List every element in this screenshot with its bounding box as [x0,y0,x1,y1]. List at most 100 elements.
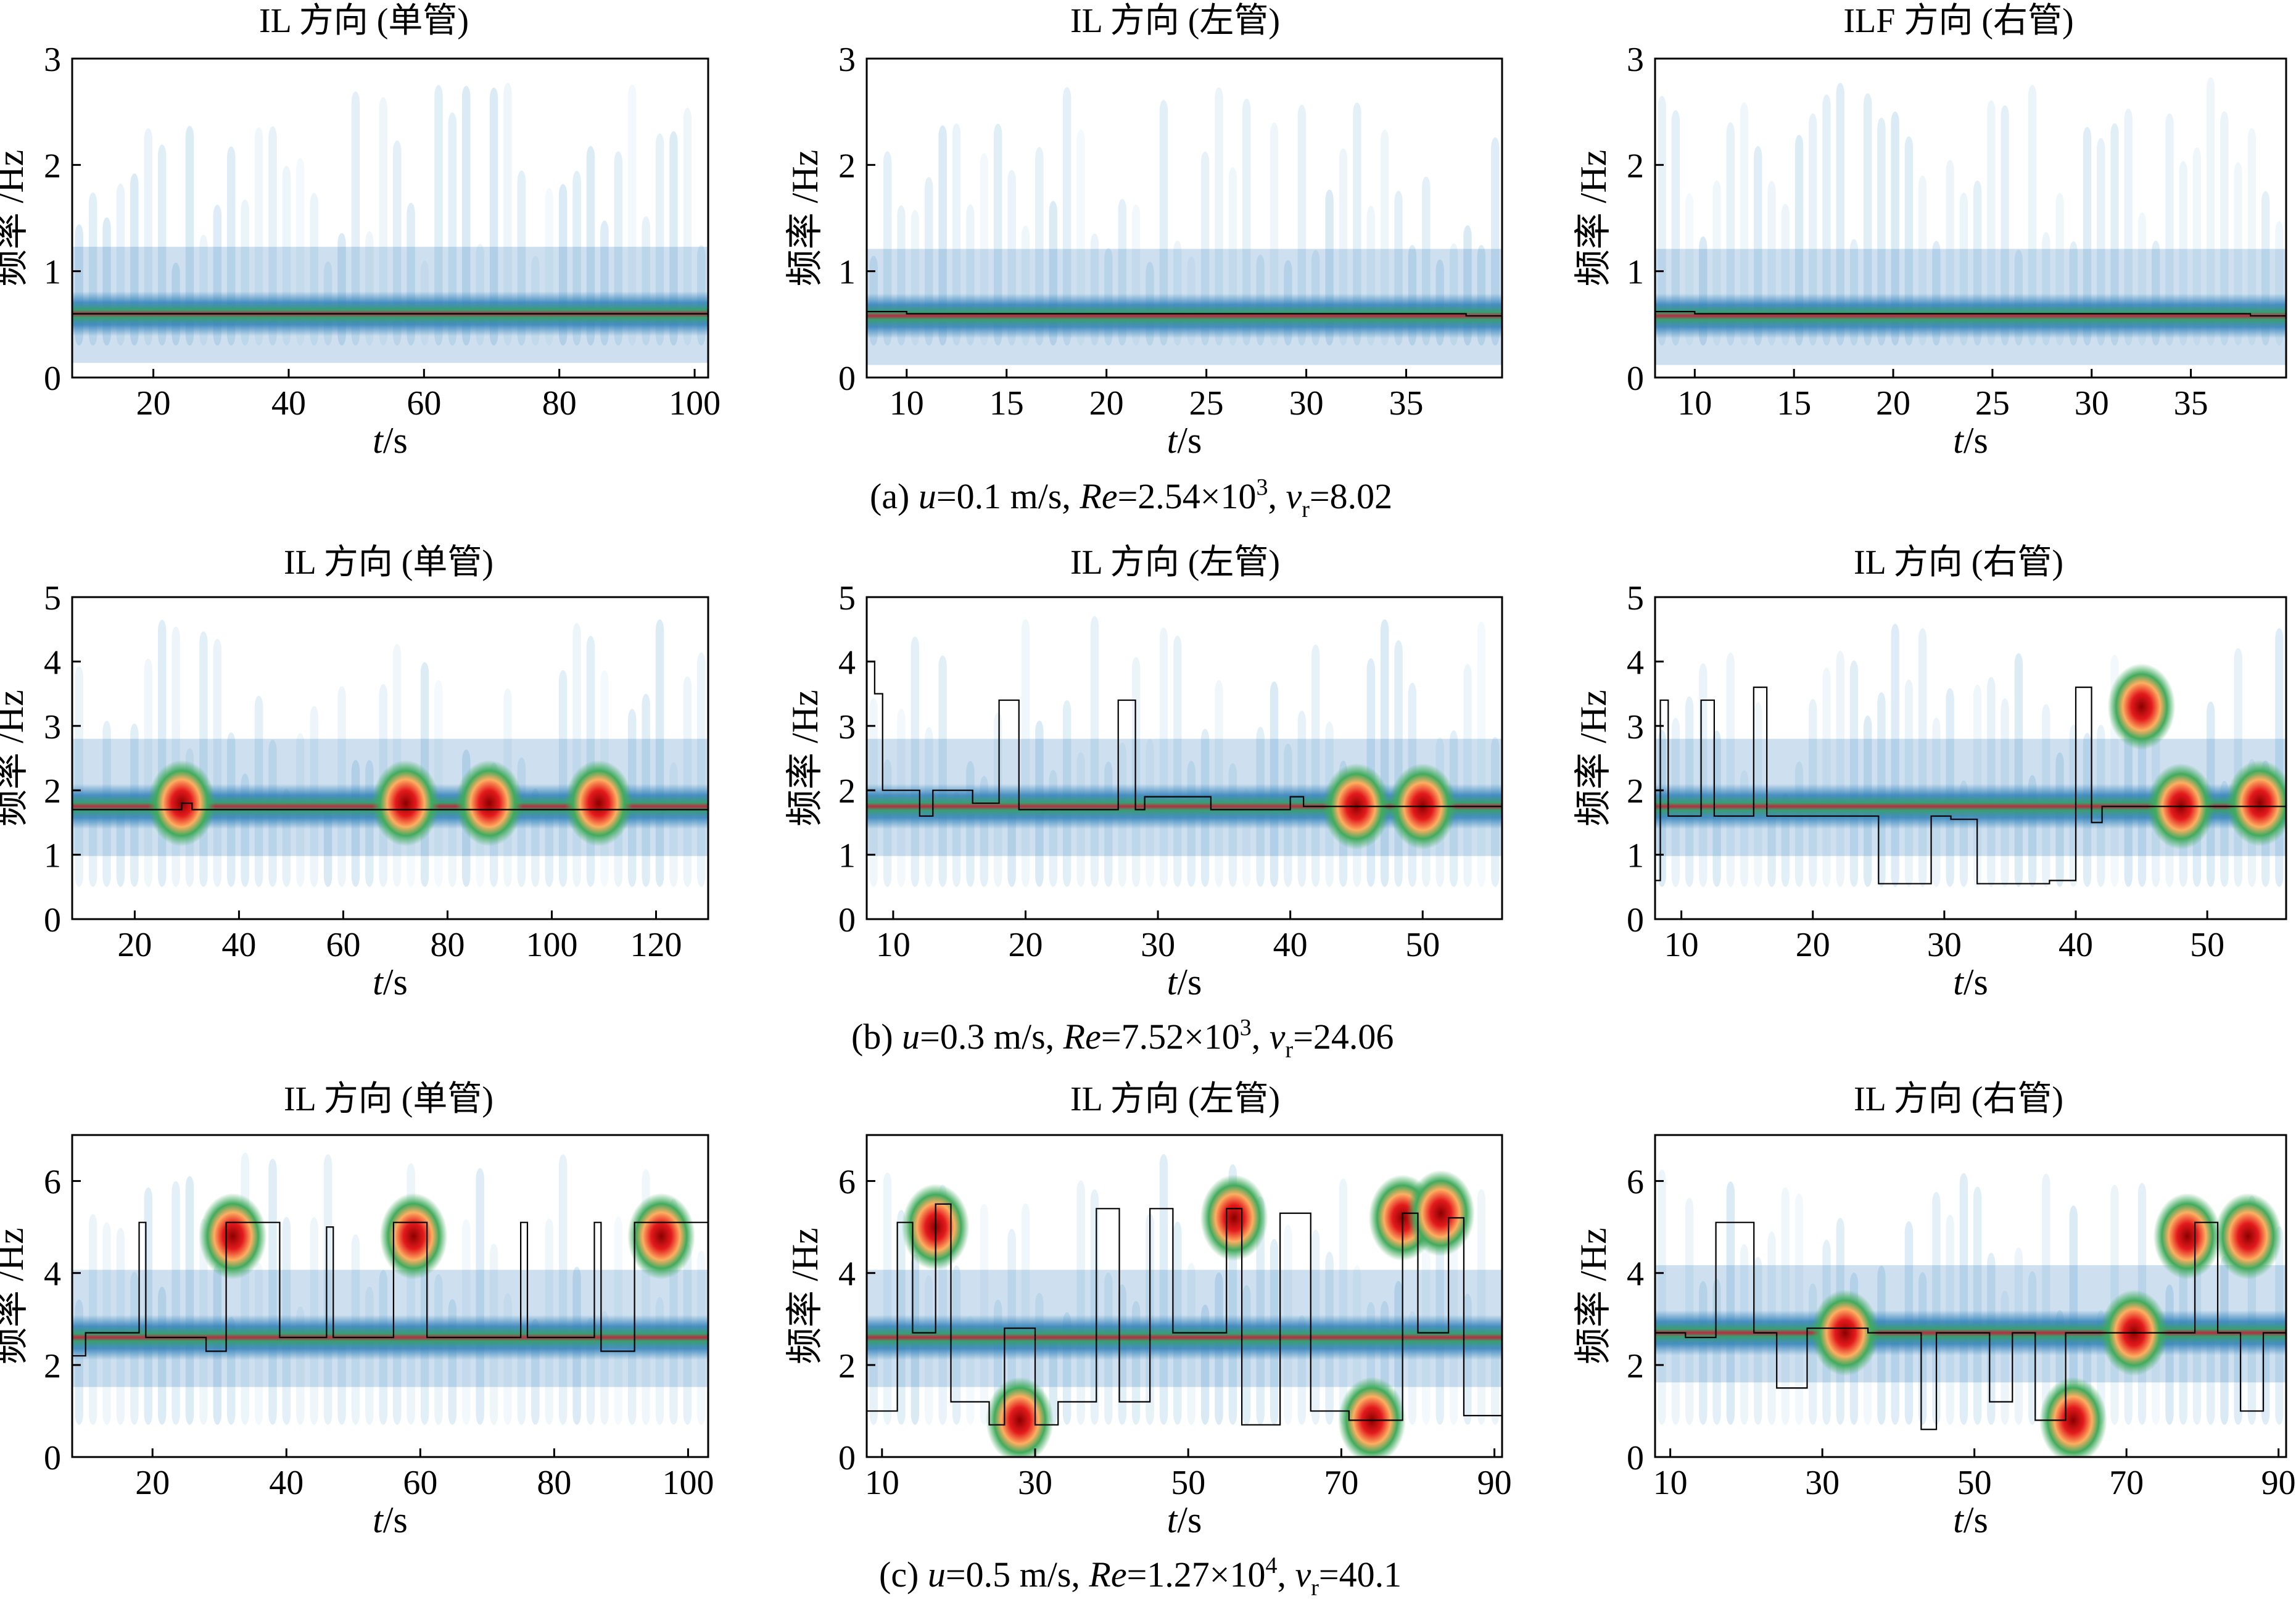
y-tick-label: 3 [838,708,856,746]
hotspot [2214,1193,2282,1280]
energy-streak [503,83,512,346]
energy-streak [1809,113,1817,346]
hotspot [564,760,633,847]
dominant-band [867,293,1502,339]
y-tick-label: 0 [838,360,856,398]
y-tick-label: 4 [1627,643,1644,682]
y-tick-label: 1 [1627,837,1644,875]
plot-background [1655,1135,2286,1457]
energy-streak [1159,99,1168,346]
caption-u: 0.3 m/s [940,1017,1046,1057]
hotspot [379,1193,448,1280]
energy-streak [1339,1178,1348,1425]
y-tick-label: 5 [44,579,61,617]
energy-streak [558,670,568,887]
energy-streak [1904,679,1914,887]
spectrogram-plot: 10 30 50 70 90 0 2 4 6 t/s 频率 /Hz [1573,1134,2296,1540]
x-axis-label: t/s [373,962,408,1002]
y-tick-label: 0 [44,360,61,398]
energy-streak [1658,96,1666,346]
energy-streak [938,125,947,346]
x-tick-label: 25 [1189,384,1224,423]
x-tick-label: 30 [1927,926,1962,964]
spectrogram-plot: 10 15 20 25 30 35 0 1 2 3 t/s 频率 /Hz [785,41,1503,461]
y-tick-label: 2 [1627,1347,1644,1385]
energy-streak [185,1176,194,1425]
energy-streak [1021,1203,1030,1425]
energy-streak [1932,1192,1941,1425]
secondary-band [867,1269,1502,1387]
y-tick-label: 0 [1627,1439,1644,1477]
x-axis-label: t/s [1167,962,1202,1002]
spectrogram-plot: 20 40 60 80 100 0 1 2 3 t/s 频率 /Hz [0,41,721,461]
energy-streak [1794,134,1804,346]
x-tick-label: 25 [1975,384,2010,423]
energy-streak [1062,87,1072,346]
x-tick-label: 100 [669,384,721,423]
spectrogram-plot: 20 40 60 80 100 120 0 1 2 3 4 5 t/s 频率 /Hz [0,579,709,1002]
x-tick-label: 120 [630,926,682,964]
caption-re-exp: 3 [1257,474,1268,500]
caption-a: (a) u=0.1 m/s, Re=2.54×103, vr=8.02 [870,474,1392,522]
x-tick-label: 20 [1876,384,1910,423]
heatmap-field [1655,1135,2286,1457]
x-tick-label: 30 [1805,1464,1840,1502]
y-axis-label: 频率 /Hz [785,1228,825,1364]
ridge-line [1655,687,2286,885]
y-tick-label: 4 [1627,1255,1644,1294]
y-tick-label: 3 [1627,41,1644,79]
plot-background [72,1135,708,1457]
axes-frame [865,596,1503,920]
panel-c-single: IL 方向 (单管) 20 40 60 80 100 0 2 4 6 t/s 频率 /Hz [0,1080,714,1540]
energy-streak [1297,105,1307,346]
axes-frame [71,57,709,379]
y-tick-label: 3 [44,41,61,79]
x-tick-label: 100 [526,926,577,964]
y-tick-label: 4 [44,643,61,682]
spectrogram-plot: 10 30 50 70 90 0 2 4 6 t/s 频率 /Hz [785,1134,1512,1540]
caption-re: 1.27×10 [1147,1554,1265,1595]
ridge-line [867,661,1502,817]
x-tick-label: 30 [2075,384,2109,423]
y-tick-label: 2 [1627,772,1644,811]
y-axis-label: 频率 /Hz [785,690,825,827]
panel-a-single: IL 方向 (单管) 20 40 60 80 100 0 1 2 3 t/s 频率 /Hz [0,2,721,461]
x-tick-label: 90 [2261,1464,2296,1502]
energy-streak [1849,660,1859,887]
x-tick-label: 15 [989,384,1024,423]
panel-b-left: IL 方向 (左管) 10 20 30 40 50 0 1 2 3 4 5 t/s 频率 /Hz [785,543,1503,1002]
axes-frame [1654,596,2287,920]
panel-title: IL 方向 (单管) [259,2,469,40]
energy-streak [268,126,277,346]
y-axis-label: 频率 /Hz [0,150,31,287]
energy-streak [1822,667,1831,887]
energy-streak [462,86,471,346]
x-axis-label: t/s [373,420,408,461]
x-tick-label: 20 [135,1464,170,1502]
energy-streak [2247,128,2257,346]
caption-label: (a) [870,476,909,516]
x-tick-label: 40 [1273,926,1308,964]
energy-streak [1658,1170,1666,1425]
hotspot [1406,1170,1475,1257]
energy-streak [1076,129,1085,346]
y-tick-label: 0 [838,1439,856,1477]
energy-streak [489,87,498,346]
axes-frame [865,1134,1503,1458]
energy-streak [1353,102,1361,346]
hotspot [1200,1174,1268,1261]
hotspot [2039,1377,2107,1457]
energy-streak [1215,680,1223,887]
x-tick-label: 80 [537,1464,571,1502]
ridge-line [1655,1221,2286,1430]
energy-streak [1877,117,1886,346]
x-axis-label: t/s [1953,962,1988,1002]
x-tick-label: 30 [1289,384,1324,423]
plot-background [72,597,708,919]
panel-b-single: IL 方向 (单管) 20 40 60 80 100 120 0 1 2 3 4 5 t/s 频率 /Hz [0,543,709,1002]
energy-streak [144,128,152,346]
energy-streak [1463,664,1472,887]
y-tick-label: 2 [838,1347,856,1385]
x-tick-label: 20 [1009,926,1043,964]
hotspot [199,1193,267,1280]
